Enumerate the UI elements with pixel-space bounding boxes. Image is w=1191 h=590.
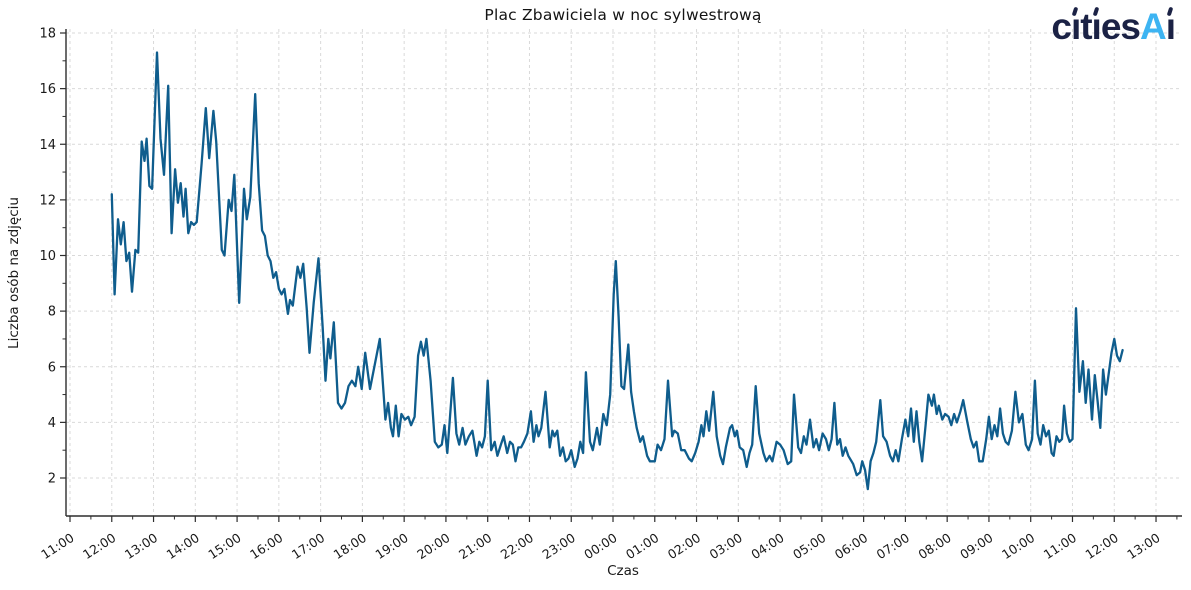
y-tick-label: 2 [48,472,56,487]
x-tick-label: 10:00 [999,530,1037,562]
tick-labels: 11:00 12:00 13:00 14:00 15:00 16:00 17:00 18:00… [38,27,1162,563]
series-line [110,51,1124,491]
y-tick-label: 14 [39,138,56,153]
axes [60,29,1182,522]
chart-title: Plac Zbawiciela w noc sylwestrową [484,6,762,24]
x-tick-label: 05:00 [790,530,828,562]
x-axis-label: Czas [607,563,639,579]
x-tick-label: 07:00 [874,530,912,562]
logo-text-c: c [1051,6,1072,47]
x-tick-label: 04:00 [748,530,786,562]
x-tick-label: 06:00 [832,530,870,562]
y-tick-label: 6 [48,360,56,375]
x-tick-label: 09:00 [957,530,995,562]
x-tick-label: 00:00 [581,530,619,562]
grid-lines [66,29,1182,516]
x-tick-label: 08:00 [915,530,953,562]
y-tick-label: 18 [39,27,56,42]
x-tick-label: 01:00 [623,530,661,562]
logo-letter-i: ı [1165,6,1176,47]
y-tick-label: 12 [39,193,56,208]
x-tick-label: 12:00 [1082,530,1120,562]
x-tick-label: 13:00 [1124,530,1162,562]
x-tick-label: 13:00 [122,530,160,562]
logo-letter-a: A [1139,6,1167,47]
logo-letter-i: ı [1091,6,1102,47]
x-tick-label: 11:00 [1041,530,1079,562]
logo-text-es: es [1100,6,1141,47]
x-tick-label: 02:00 [665,530,703,562]
x-tick-label: 12:00 [80,530,118,562]
x-tick-label: 15:00 [205,530,243,562]
y-tick-label: 10 [39,249,56,264]
x-tick-label: 21:00 [456,530,494,562]
x-tick-label: 22:00 [498,530,536,562]
x-tick-label: 19:00 [372,530,410,562]
x-tick-label: 23:00 [539,530,577,562]
x-tick-label: 17:00 [289,530,327,562]
x-tick-label: 03:00 [707,530,745,562]
y-tick-label: 16 [39,82,56,97]
x-tick-label: 20:00 [414,530,452,562]
x-tick-label: 18:00 [331,530,369,562]
y-tick-label: 8 [48,305,56,320]
x-tick-label: 14:00 [164,530,202,562]
logo-text-t: t [1080,6,1092,47]
y-tick-label: 4 [48,416,56,431]
y-axis-label: Liczba osób na zdjęciu [6,197,22,349]
data-series [110,51,1124,491]
logo-letter-i: ı [1070,6,1081,47]
x-tick-label: 16:00 [247,530,285,562]
x-tick-label: 11:00 [38,530,76,562]
cities-ai-logo: cı tı esAı [1051,6,1176,47]
